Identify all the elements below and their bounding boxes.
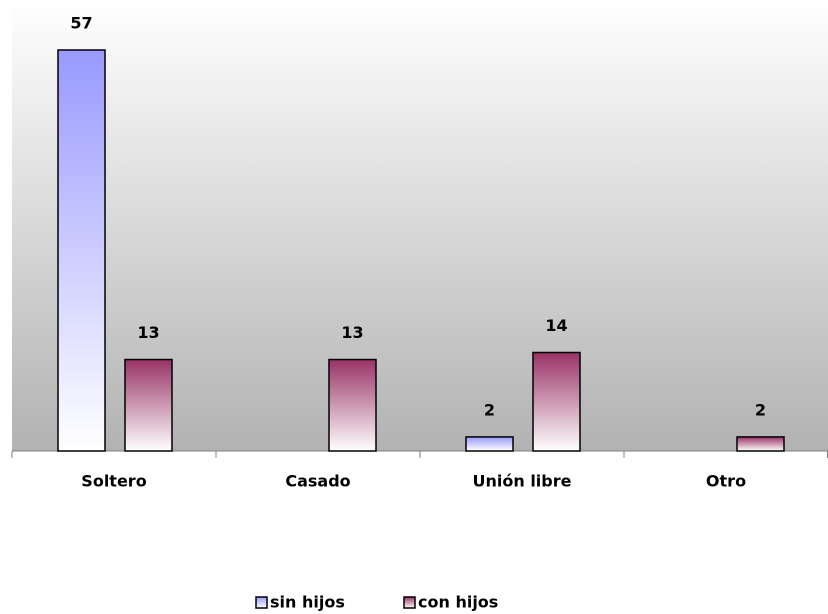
data-label: 14 <box>545 316 567 335</box>
data-label: 2 <box>755 400 766 419</box>
bar <box>328 358 377 452</box>
x-tick-label: Unión libre <box>473 472 572 491</box>
bar <box>57 49 106 452</box>
data-label: 13 <box>137 323 159 342</box>
legend-label: sin hijos <box>270 593 345 612</box>
bar <box>124 358 173 452</box>
legend-label: con hijos <box>418 593 498 612</box>
x-tick-label: Casado <box>285 472 350 491</box>
data-label: 2 <box>484 400 495 419</box>
data-label: 13 <box>341 323 363 342</box>
x-tick-label: Soltero <box>81 472 146 491</box>
x-tick-label: Otro <box>706 472 746 491</box>
bar <box>736 436 785 452</box>
data-label: 57 <box>70 14 92 33</box>
bar <box>465 436 514 452</box>
legend-swatch <box>403 596 416 609</box>
legend-swatch <box>255 596 268 609</box>
bar <box>532 351 581 452</box>
